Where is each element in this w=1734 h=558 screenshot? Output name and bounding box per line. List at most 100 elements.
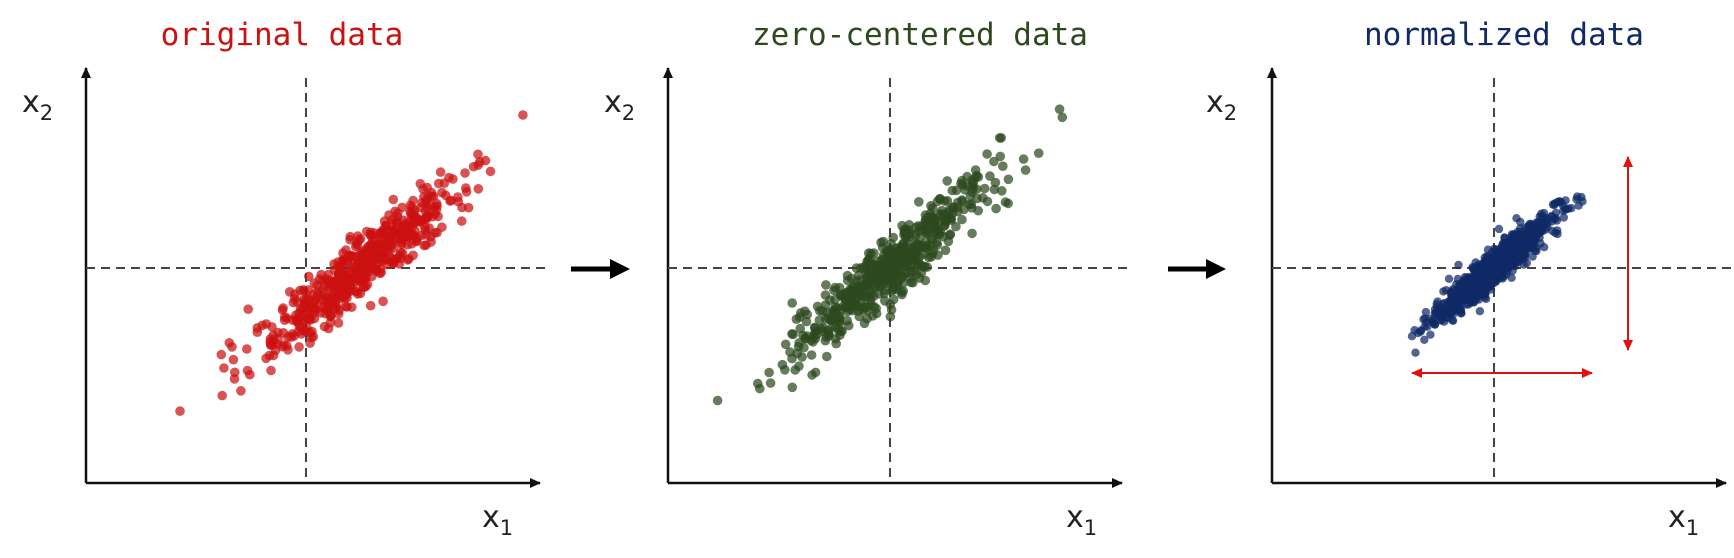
- data-point: [753, 378, 763, 389]
- data-point: [1054, 104, 1065, 114]
- data-point: [319, 279, 329, 290]
- data-point: [216, 349, 227, 360]
- data-point: [252, 327, 263, 338]
- data-point: [1512, 238, 1521, 247]
- data-point: [1420, 335, 1429, 344]
- data-point: [851, 263, 862, 273]
- data-point: [933, 226, 944, 236]
- data-point: [914, 259, 924, 270]
- data-point: [352, 289, 363, 299]
- data-point: [834, 316, 845, 327]
- data-point: [853, 306, 864, 316]
- data-point: [926, 211, 936, 222]
- data-point: [301, 307, 311, 318]
- data-point: [879, 288, 890, 299]
- data-point: [1552, 216, 1562, 225]
- x-axis-label: x1: [1668, 500, 1699, 540]
- data-point: [1448, 316, 1458, 325]
- data-point: [935, 194, 945, 204]
- data-point: [1444, 274, 1454, 283]
- data-point: [1433, 297, 1442, 306]
- data-point: [900, 268, 910, 279]
- data-point: [1551, 228, 1560, 238]
- data-point: [820, 335, 831, 346]
- data-point: [468, 161, 479, 172]
- data-point: [359, 256, 370, 266]
- data-point: [376, 227, 386, 238]
- data-point: [843, 320, 854, 331]
- data-point: [310, 305, 321, 316]
- data-point: [1558, 206, 1568, 216]
- data-point: [333, 318, 344, 328]
- data-point: [360, 281, 371, 292]
- data-point: [810, 367, 821, 378]
- data-point: [821, 280, 831, 290]
- data-point: [329, 259, 339, 269]
- data-point: [407, 202, 417, 213]
- panel-zero-centered: zero-centered data x2 x1: [604, 17, 1127, 540]
- data-point: [989, 156, 999, 167]
- data-point: [435, 167, 446, 177]
- data-point: [257, 320, 268, 331]
- data-point: [424, 223, 434, 233]
- panel-title-original: original data: [161, 17, 404, 53]
- data-point: [224, 338, 235, 348]
- data-point: [388, 258, 399, 268]
- flow-arrow-2: [1168, 259, 1226, 279]
- data-point: [946, 215, 956, 225]
- panel-title-zero-centered: zero-centered data: [752, 17, 1088, 53]
- data-point: [1559, 213, 1569, 222]
- data-point: [323, 306, 334, 317]
- data-point: [266, 365, 276, 376]
- data-point: [346, 251, 357, 262]
- y-axis-label: x2: [604, 85, 635, 125]
- data-point: [453, 196, 464, 207]
- data-point: [822, 351, 832, 362]
- data-point: [1503, 266, 1512, 276]
- data-point: [323, 323, 334, 334]
- data-point: [801, 316, 812, 327]
- scatter-points-normalized: [1407, 192, 1587, 357]
- data-point: [351, 239, 362, 249]
- data-point: [1528, 252, 1537, 261]
- data-point: [942, 176, 952, 186]
- data-point: [1508, 259, 1517, 268]
- data-point: [797, 352, 807, 362]
- data-point: [945, 229, 956, 239]
- data-point: [463, 202, 474, 213]
- data-point: [830, 294, 840, 305]
- data-point: [1475, 307, 1485, 316]
- data-point: [440, 190, 451, 201]
- data-point: [842, 270, 853, 281]
- data-point: [1416, 327, 1425, 336]
- x-axis-label: x1: [1066, 500, 1097, 540]
- data-point: [344, 273, 354, 283]
- y-axis-label: x2: [22, 85, 53, 125]
- data-point: [1550, 200, 1559, 210]
- data-point: [365, 300, 376, 311]
- data-point: [390, 206, 400, 217]
- data-point: [1476, 284, 1485, 293]
- data-point: [1514, 252, 1523, 262]
- data-point: [939, 209, 949, 219]
- data-point: [306, 332, 317, 343]
- data-point: [1033, 148, 1044, 158]
- data-point: [408, 250, 418, 261]
- data-point: [764, 367, 774, 378]
- data-point: [982, 149, 992, 159]
- data-point: [882, 247, 892, 258]
- data-point: [886, 239, 896, 249]
- data-point: [353, 269, 363, 279]
- data-point: [1460, 277, 1470, 287]
- data-point: [1537, 212, 1546, 221]
- data-point: [460, 168, 470, 178]
- data-point: [342, 302, 352, 312]
- data-point: [881, 272, 892, 283]
- data-point: [433, 178, 444, 189]
- data-point: [914, 251, 925, 262]
- data-point: [332, 280, 343, 291]
- data-point: [904, 229, 915, 239]
- data-point: [418, 184, 428, 194]
- panel-normalized: normalized data x2 x1: [1206, 17, 1731, 540]
- data-point: [294, 342, 304, 352]
